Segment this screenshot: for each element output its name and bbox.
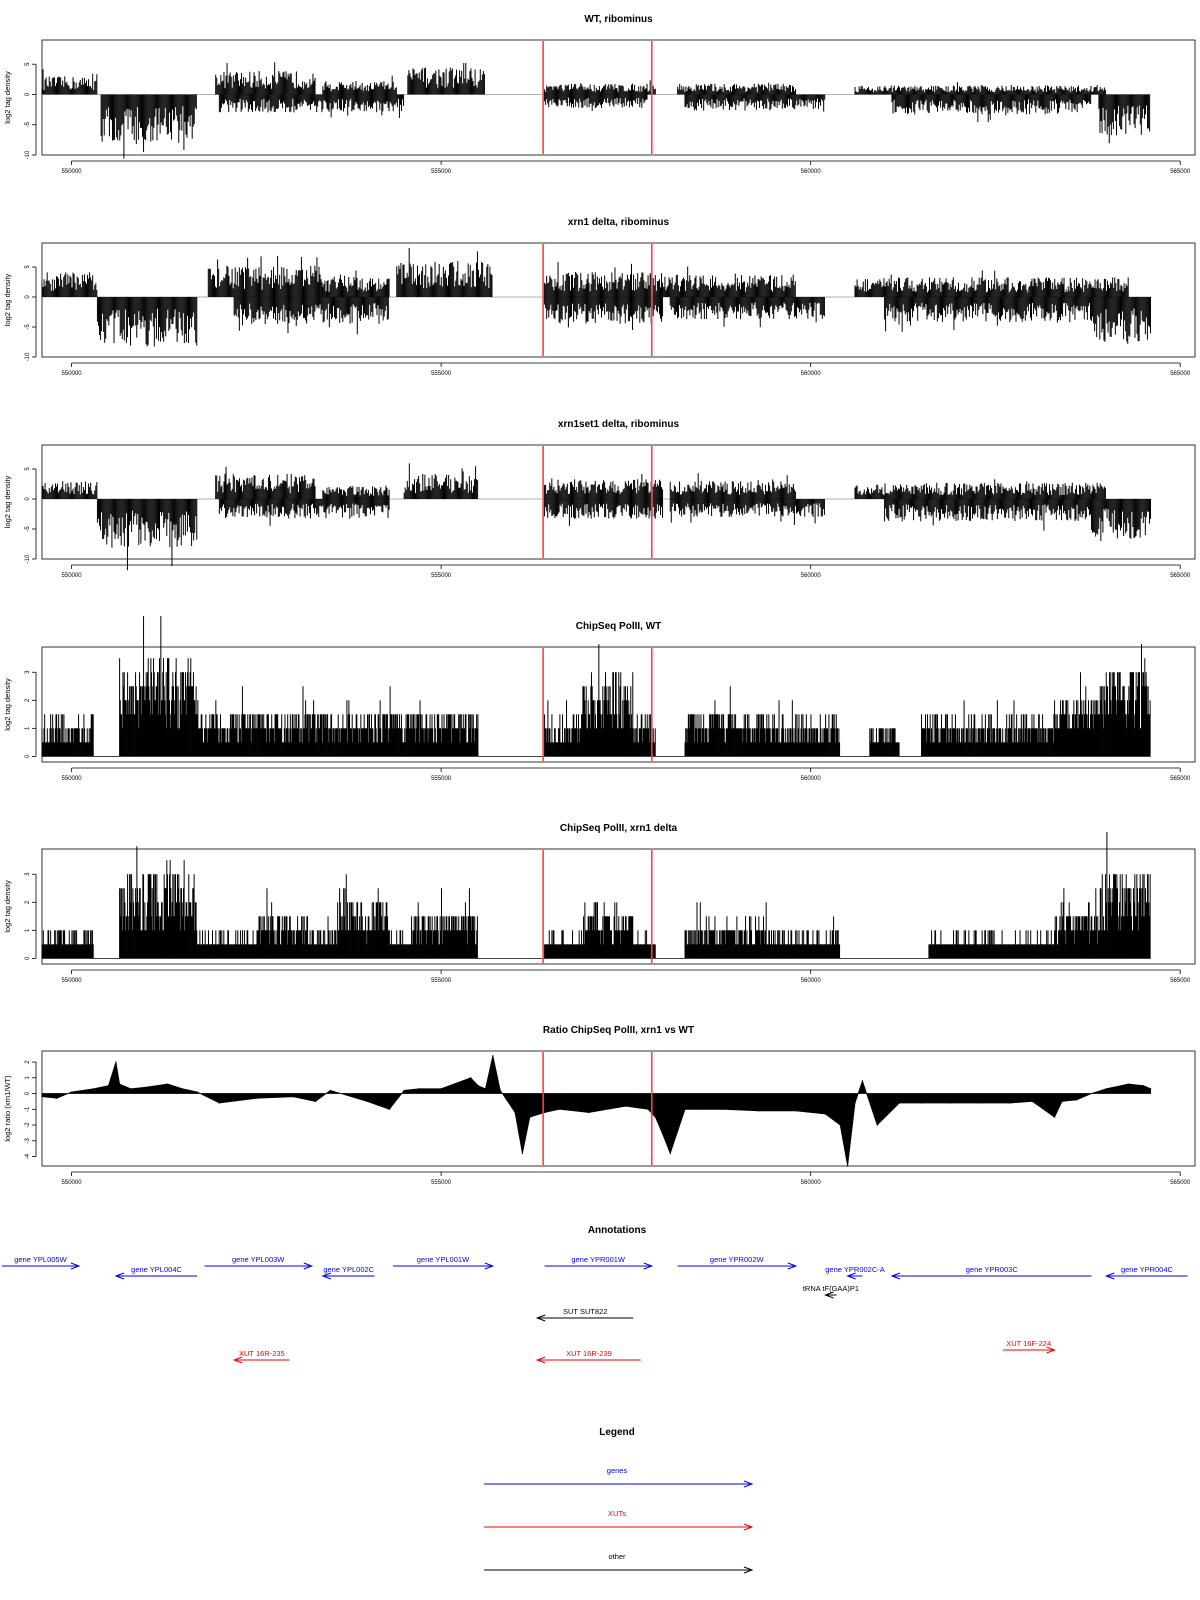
coverage-region: [854, 270, 1129, 297]
x-tick-label: 555000: [431, 573, 452, 579]
coverage-region: [891, 94, 1092, 123]
x-tick-label: 560000: [801, 573, 822, 579]
x-tick-label: 550000: [62, 169, 83, 175]
x-tick-label: 555000: [431, 776, 452, 782]
y-tick-label: 5: [25, 467, 31, 471]
coverage-region: [1091, 499, 1152, 542]
coverage-region: [322, 270, 390, 297]
coverage-region: [41, 272, 98, 297]
coverage-region: [544, 80, 656, 95]
x-tick-label: 565000: [1170, 169, 1191, 175]
y-tick-label: 0: [25, 497, 31, 501]
x-tick-label: 565000: [1170, 776, 1191, 782]
y-tick-label: -5: [25, 121, 31, 127]
y-tick-label: 0: [25, 754, 31, 758]
coverage-region: [41, 481, 98, 499]
x-tick-label: 560000: [801, 776, 822, 782]
y-tick-label: 2: [25, 698, 31, 702]
x-tick-label: 560000: [801, 371, 822, 377]
y-axis-label: log2 tag density: [3, 71, 12, 124]
x-tick-label: 565000: [1170, 573, 1191, 579]
coverage-region: [407, 62, 485, 95]
panel-xrn1set1-delta-ribominus: xrn1set1 delta, ribominus -10 -5 0 5 log2 tag…: [3, 419, 1196, 579]
x-tick-label: 565000: [1170, 371, 1191, 377]
coverage-region: [884, 499, 1091, 531]
x-tick-label: 555000: [431, 169, 452, 175]
y-tick-label: -10: [25, 352, 31, 361]
coverage-region: [218, 499, 390, 526]
coverage-region: [396, 247, 493, 297]
coverage-region: [884, 297, 1091, 332]
coverage-region: [215, 62, 316, 95]
data-marks: [41, 62, 1151, 159]
coverage-region: [677, 82, 797, 95]
y-axis-label: log2 tag density: [3, 475, 12, 528]
y-tick-label: 0: [25, 295, 31, 299]
data-marks: [41, 247, 1152, 347]
coverage-region: [1098, 94, 1151, 144]
coverage-region: [41, 714, 94, 757]
y-tick-label: 3: [25, 670, 31, 674]
y-tick-label: 5: [25, 265, 31, 269]
data-marks: [41, 463, 1152, 571]
y-axis-label: log2 tag density: [3, 273, 12, 326]
x-tick-label: 550000: [62, 371, 83, 377]
y-tick-label: -5: [25, 526, 31, 532]
y-tick-label: 0: [25, 92, 31, 96]
coverage-region: [215, 466, 316, 499]
coverage-region: [96, 499, 198, 571]
coverage-region: [322, 75, 397, 95]
coverage-region: [684, 94, 826, 112]
x-tick-label: 550000: [62, 573, 83, 579]
panel-title: xrn1 delta, ribominus: [568, 217, 670, 228]
plot-frame: [41, 444, 1196, 560]
y-tick-label: -10: [25, 554, 31, 563]
coverage-region: [1091, 297, 1152, 344]
coverage-region: [207, 255, 323, 297]
data-marks: [41, 616, 1151, 757]
coverage-region: [854, 479, 1106, 499]
panel-title: ChipSeq PolII, WT: [576, 621, 662, 632]
plot-frame: [41, 242, 1196, 358]
coverage-region: [669, 473, 796, 499]
coverage-region: [544, 474, 664, 499]
coverage-region: [544, 94, 648, 112]
plot-frame: [41, 646, 1196, 763]
coverage-region: [544, 499, 664, 526]
plot-frame: [41, 39, 1196, 156]
y-tick-label: -5: [25, 324, 31, 330]
coverage-region: [96, 297, 198, 347]
coverage-region: [669, 297, 825, 328]
panel-xrn1-delta-ribominus: xrn1 delta, ribominus -10 -5 0 5 log2 tag den…: [3, 217, 1196, 377]
x-tick-label: 560000: [801, 169, 822, 175]
panel-title: WT, ribominus: [584, 14, 653, 25]
panel-title: xrn1set1 delta, ribominus: [558, 419, 680, 430]
coverage-region: [544, 262, 664, 297]
coverage-region: [544, 297, 664, 331]
coverage-region: [119, 616, 198, 757]
coverage-region: [854, 82, 1106, 95]
y-tick-label: 5: [25, 62, 31, 66]
coverage-region: [41, 69, 98, 95]
coverage-region: [100, 94, 197, 159]
coverage-region: [233, 297, 389, 335]
coverage-region: [218, 94, 405, 118]
panel-chipseq-polii-wt: ChipSeq PolII, WT 0 1 2 3 log2 tag density 550…: [3, 616, 1196, 782]
y-tick-label: 1: [25, 726, 31, 730]
y-tick-label: -10: [25, 150, 31, 159]
panel-wt-ribominus: WT, ribominus -10 -5 0 5 log2 tag density 5500…: [3, 14, 1196, 175]
coverage-region: [669, 499, 825, 525]
x-tick-label: 555000: [431, 371, 452, 377]
coverage-region: [662, 266, 796, 297]
y-axis-label: log2 tag density: [3, 678, 12, 731]
x-tick-label: 550000: [62, 776, 83, 782]
coverage-region: [322, 485, 390, 499]
coverage-region: [403, 463, 479, 499]
